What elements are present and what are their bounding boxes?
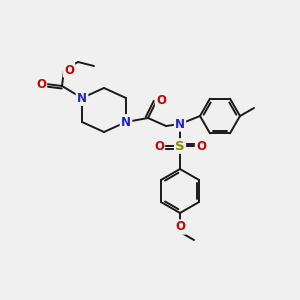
Text: O: O: [36, 77, 46, 91]
Text: N: N: [121, 116, 131, 128]
Text: S: S: [175, 140, 185, 152]
Text: O: O: [156, 94, 166, 106]
Text: N: N: [77, 92, 87, 104]
Text: O: O: [175, 220, 185, 233]
Text: N: N: [77, 92, 87, 104]
Text: N: N: [175, 118, 185, 130]
Text: N: N: [121, 116, 131, 128]
Text: O: O: [196, 140, 206, 152]
Text: O: O: [64, 64, 74, 76]
Text: O: O: [154, 140, 164, 152]
